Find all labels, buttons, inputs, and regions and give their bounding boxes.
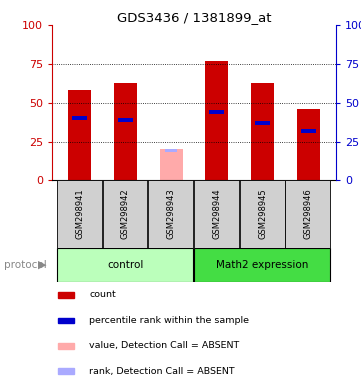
- Text: ▶: ▶: [38, 260, 47, 270]
- Bar: [58, 318, 74, 323]
- Text: GSM298942: GSM298942: [121, 189, 130, 239]
- Bar: [160, 149, 183, 180]
- Bar: [58, 343, 74, 349]
- Text: GSM298943: GSM298943: [167, 189, 176, 240]
- FancyBboxPatch shape: [286, 180, 330, 248]
- Bar: [72, 116, 87, 120]
- Text: Math2 expression: Math2 expression: [216, 260, 309, 270]
- Bar: [297, 109, 320, 180]
- FancyBboxPatch shape: [57, 180, 102, 248]
- Bar: [58, 292, 74, 298]
- FancyBboxPatch shape: [194, 248, 330, 282]
- Text: protocol: protocol: [4, 260, 46, 270]
- Title: GDS3436 / 1381899_at: GDS3436 / 1381899_at: [117, 11, 271, 24]
- Bar: [58, 369, 74, 374]
- FancyBboxPatch shape: [57, 248, 193, 282]
- Bar: [301, 129, 316, 132]
- Text: GSM298944: GSM298944: [212, 189, 221, 239]
- FancyBboxPatch shape: [240, 180, 284, 248]
- Text: count: count: [89, 290, 116, 300]
- Bar: [205, 61, 228, 180]
- Bar: [209, 110, 224, 114]
- Text: control: control: [107, 260, 144, 270]
- Bar: [68, 90, 91, 180]
- Text: rank, Detection Call = ABSENT: rank, Detection Call = ABSENT: [89, 367, 235, 376]
- Bar: [114, 83, 137, 180]
- Text: percentile rank within the sample: percentile rank within the sample: [89, 316, 249, 325]
- Text: GSM298945: GSM298945: [258, 189, 267, 239]
- Bar: [255, 121, 270, 125]
- Bar: [251, 83, 274, 180]
- Bar: [118, 118, 133, 122]
- Text: value, Detection Call = ABSENT: value, Detection Call = ABSENT: [89, 341, 239, 350]
- Bar: [165, 149, 178, 152]
- Text: GSM298946: GSM298946: [304, 189, 313, 240]
- FancyBboxPatch shape: [148, 180, 193, 248]
- FancyBboxPatch shape: [194, 180, 239, 248]
- FancyBboxPatch shape: [103, 180, 147, 248]
- Text: GSM298941: GSM298941: [75, 189, 84, 239]
